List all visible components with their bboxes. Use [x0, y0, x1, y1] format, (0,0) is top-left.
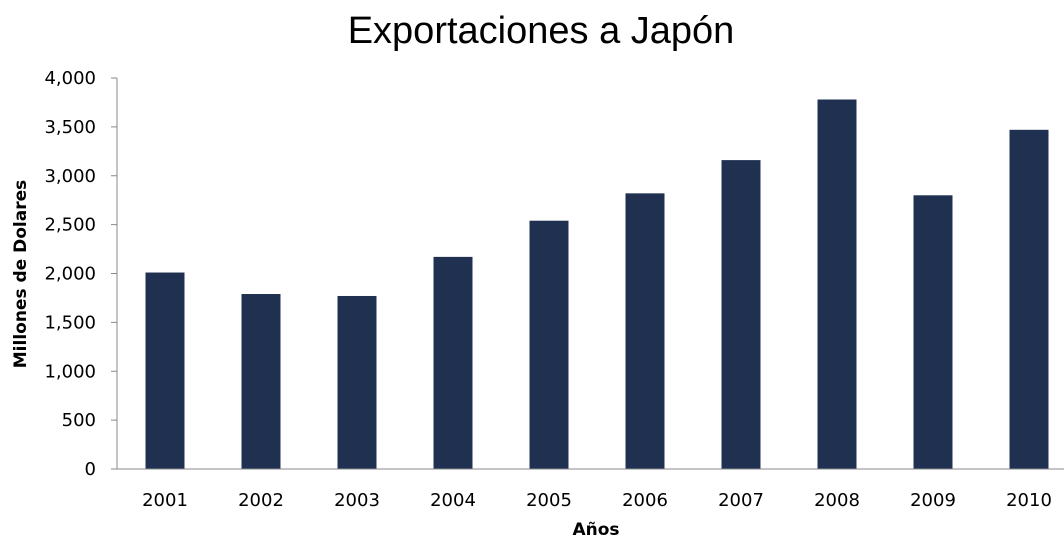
- x-tick-label: 2001: [142, 490, 188, 511]
- bar-2010: [1009, 129, 1049, 469]
- x-axis-label: Años: [572, 520, 619, 537]
- bar-2004: [433, 256, 473, 469]
- x-tick-label: 2005: [526, 490, 572, 511]
- y-axis: 0 500 1,000 1,500 2,000 2,500 3,000 3,500 4,000: [44, 68, 118, 480]
- y-tick-label: 500: [62, 410, 96, 431]
- y-axis-label: Millones de Dolares: [11, 180, 31, 369]
- x-tick-label: 2008: [814, 490, 860, 511]
- bars-group: [145, 99, 1049, 470]
- x-tick-label: 2010: [1006, 490, 1052, 511]
- bar-2008: [817, 99, 857, 469]
- x-tick-label: 2002: [238, 490, 284, 511]
- y-tick-label: 1,500: [44, 312, 96, 333]
- y-tick-label: 3,000: [44, 166, 96, 187]
- chart-title: Exportaciones a Japón: [348, 10, 735, 52]
- x-tick-label: 2003: [334, 490, 380, 511]
- y-tick-label: 3,500: [44, 117, 96, 138]
- x-tick-label: 2007: [718, 490, 764, 511]
- x-tick-label: 2004: [430, 490, 476, 511]
- bar-2009: [913, 195, 953, 470]
- x-tick-label: 2009: [910, 490, 956, 511]
- y-tick-label: 1,000: [44, 361, 96, 382]
- bar-2005: [529, 220, 569, 469]
- y-tick-label: 2,500: [44, 215, 96, 236]
- x-tick-label: 2006: [622, 490, 668, 511]
- bar-2003: [337, 295, 377, 469]
- y-tick-label: 4,000: [44, 68, 96, 89]
- bar-2001: [145, 272, 185, 469]
- bar-2007: [721, 160, 761, 470]
- bar-2002: [241, 294, 281, 469]
- bar-2006: [625, 193, 665, 469]
- y-tick-label: 2,000: [44, 264, 96, 285]
- y-tick-label: 0: [85, 459, 96, 480]
- x-axis: 2001 2002 2003 2004 2005 2006 2007 2008 2009 2010: [117, 468, 1064, 511]
